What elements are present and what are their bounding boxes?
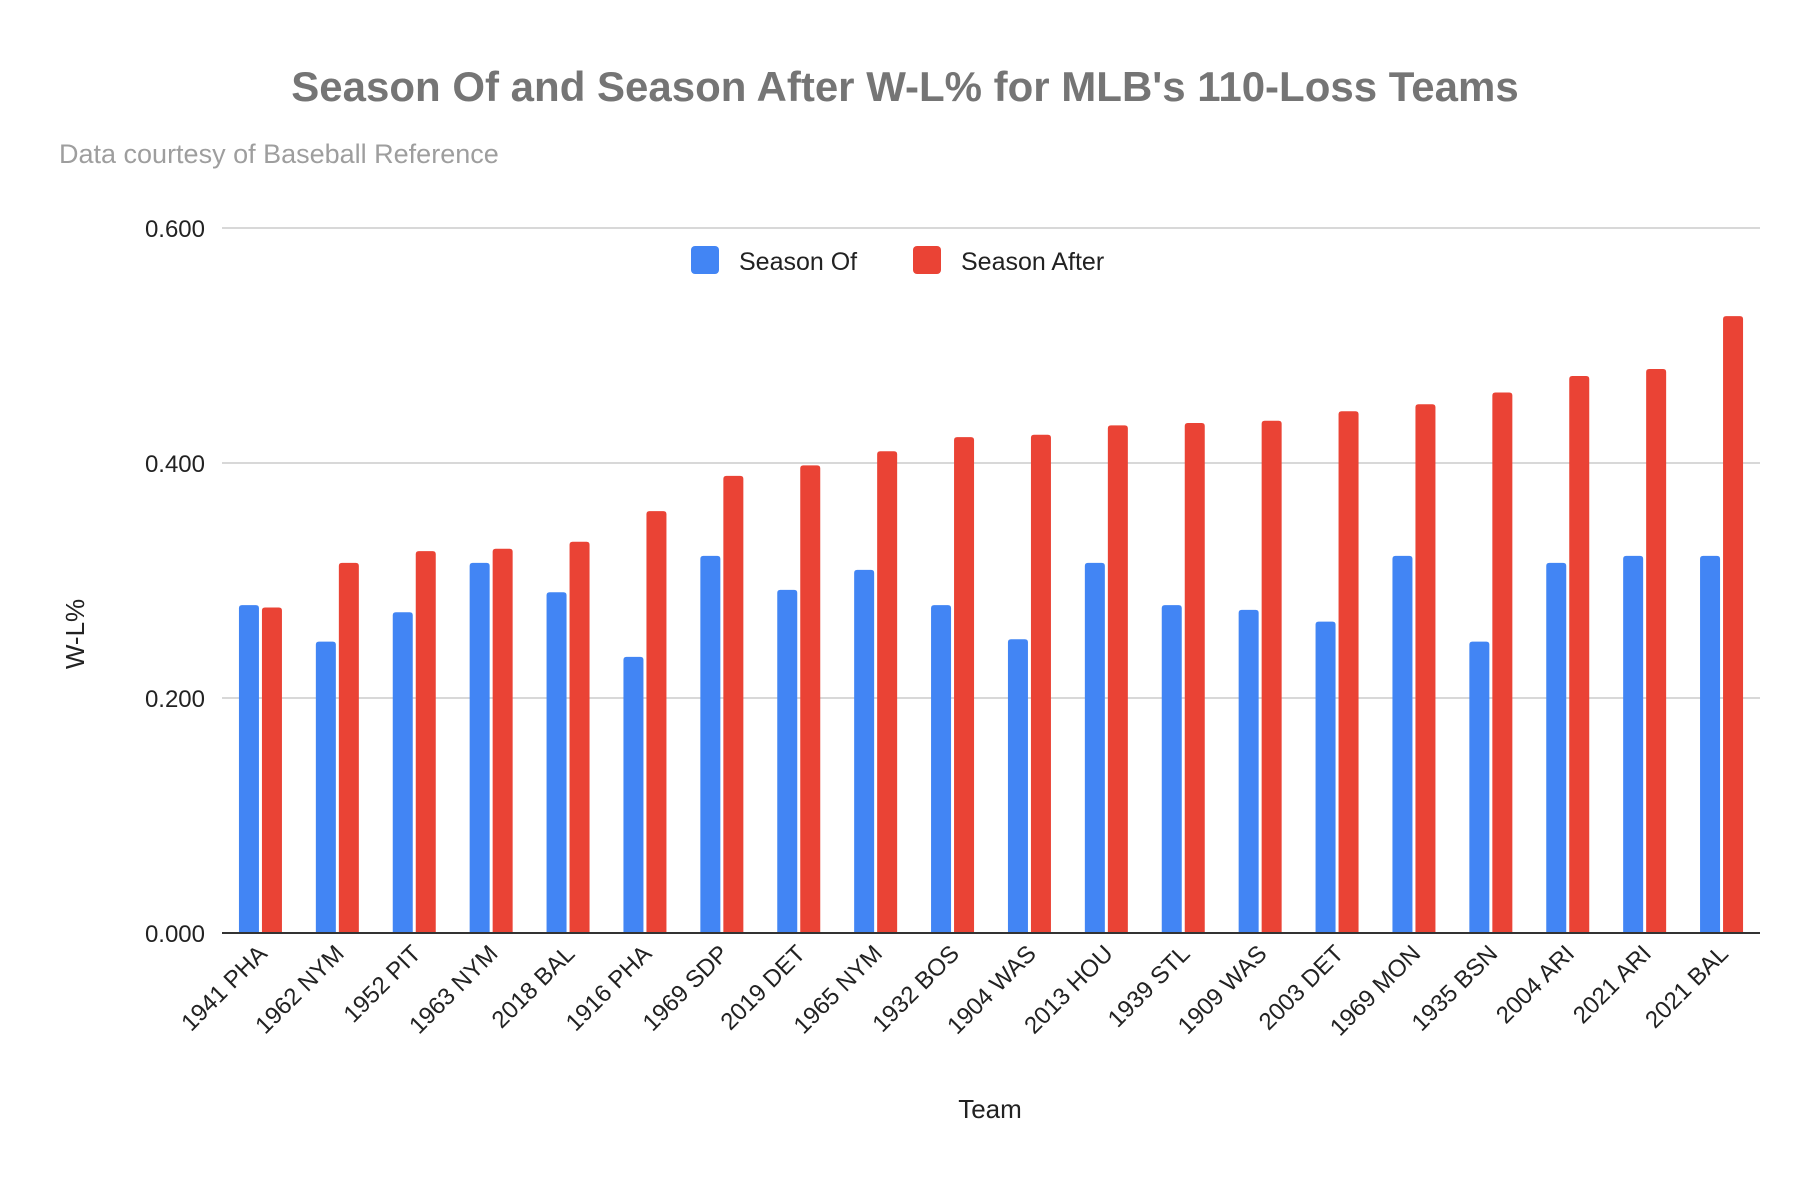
bar-season-of	[854, 569, 875, 933]
bar-season-after	[415, 551, 436, 933]
bar-season-of	[392, 612, 413, 933]
bar-season-after	[646, 511, 667, 933]
legend-swatch	[691, 246, 719, 274]
legend-item: Season After	[913, 246, 1104, 276]
bar-season-after	[1107, 425, 1128, 933]
bar-season-after	[338, 562, 359, 933]
bar-season-of	[238, 605, 259, 933]
bar-season-of	[700, 555, 721, 933]
bar-season-after	[1030, 434, 1051, 933]
x-tick-label: 2021 BAL	[1640, 940, 1734, 1034]
legend-swatch	[913, 246, 941, 274]
bar-season-after	[800, 465, 821, 933]
gridlines	[222, 227, 1760, 699]
legend-label: Season Of	[739, 248, 857, 276]
bar-season-after	[1415, 404, 1436, 933]
bar-season-of	[315, 641, 336, 933]
chart-title: Season Of and Season After W-L% for MLB'…	[291, 63, 1518, 110]
bar-season-after	[1261, 420, 1282, 933]
bar-season-after	[877, 451, 898, 933]
legend-item: Season Of	[691, 246, 857, 276]
y-tick-label: 0.000	[145, 921, 205, 948]
x-axis-title: Team	[958, 1094, 1022, 1124]
bar-season-after	[261, 607, 282, 933]
bar-season-of	[1007, 639, 1028, 933]
bar-season-of	[931, 605, 952, 933]
legend-label: Season After	[961, 248, 1104, 276]
bar-season-after	[1646, 369, 1667, 933]
bar-season-of	[1392, 555, 1413, 933]
bar-season-after	[1569, 376, 1590, 933]
bar-season-after	[1184, 423, 1205, 933]
bar-season-of	[546, 592, 567, 933]
bar-season-after	[1338, 411, 1359, 933]
bar-season-after	[1723, 316, 1744, 933]
bar-season-of	[777, 589, 798, 933]
bar-season-of	[623, 656, 644, 933]
bar-season-of	[1700, 555, 1721, 933]
bar-season-of	[1084, 562, 1105, 933]
bar-season-of	[1238, 609, 1259, 933]
y-tick-label: 0.600	[145, 216, 205, 243]
bar-season-of	[469, 562, 490, 933]
chart-subtitle: Data courtesy of Baseball Reference	[59, 139, 499, 169]
y-axis-ticks: 0.000 0.200 0.400 0.600	[145, 216, 205, 948]
bar-season-of	[1623, 555, 1644, 933]
bar-season-after	[954, 437, 975, 933]
y-tick-label: 0.400	[145, 451, 205, 478]
bar-season-of	[1161, 605, 1182, 933]
x-tick-label: 2004 ARI	[1491, 940, 1580, 1029]
bar-season-after	[1492, 392, 1513, 933]
bar-season-of	[1469, 641, 1490, 933]
y-tick-label: 0.200	[145, 686, 205, 713]
legend: Season Of Season After	[691, 246, 1104, 276]
y-axis-title: W-L%	[60, 599, 90, 669]
bar-season-after	[492, 548, 513, 933]
bar-season-of	[1546, 562, 1567, 933]
bar-season-after	[723, 475, 744, 933]
bar-season-of	[1315, 621, 1336, 933]
bars	[238, 316, 1744, 933]
bar-season-after	[569, 541, 590, 933]
